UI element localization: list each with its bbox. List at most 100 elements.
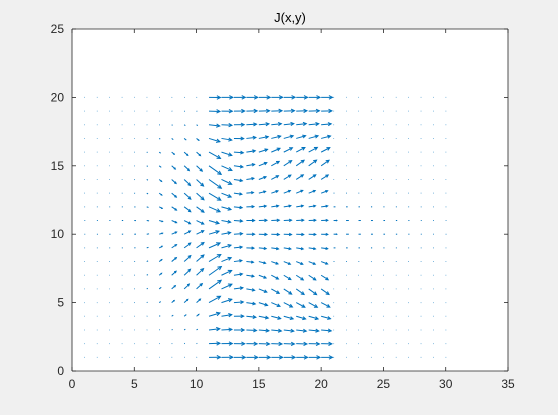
arrow-shaft [221,298,232,304]
arrow-shaft [221,283,233,290]
arrow-head [227,167,233,172]
arrow-shaft [183,268,191,276]
arrow-head [325,218,329,222]
quiver-arrow [283,160,293,167]
arrow-head [300,189,304,193]
arrow-shaft [233,206,243,209]
arrow-head [275,247,280,251]
x-tick-label: 5 [131,377,138,391]
arrow-shaft [208,220,220,224]
quiver-arrow [158,245,164,249]
quiver-arrow [258,175,268,180]
quiver-arrow [233,272,244,277]
arrow-head [315,121,320,127]
quiver-arrow [183,230,192,235]
arrow-head [174,244,178,247]
arrow-shaft [271,261,279,265]
arrow-shaft [320,174,329,180]
quiver-arrow [159,232,164,235]
arrow-head [288,232,293,237]
quiver-arrow [221,244,233,249]
quiver-arrow [271,355,284,360]
arrow-head [241,355,247,360]
arrow-shaft [320,274,329,281]
quiver-arrow [208,165,223,176]
arrow-head [187,182,192,187]
quiver-arrow [258,135,270,140]
quiver-arrow [246,177,256,181]
quiver-arrow [320,159,330,167]
arrow-head [265,108,271,114]
arrow-shaft [321,247,328,250]
arrow-head [263,161,268,166]
arrow-shaft [196,230,205,235]
quiver-arrow [271,108,284,113]
arrow-head [229,355,234,360]
arrow-head [227,256,233,261]
arrow-shaft [196,206,205,213]
arrow-shaft [283,274,292,281]
arrow-shaft [246,177,255,180]
arrow-head [327,134,332,139]
quiver-arrow [171,138,174,141]
arrow-shaft [295,147,306,153]
arrow-head [228,123,234,128]
x-tick-label: 10 [190,377,204,391]
quiver-arrow [171,256,178,262]
quiver-arrow [221,151,233,157]
arrow-shaft [271,175,279,180]
quiver-arrow [283,218,293,222]
quiver-arrow [158,272,163,276]
arrow-head [252,135,258,140]
arrow-head [187,242,192,246]
quiver-arrow [321,328,333,333]
arrow-shaft [221,151,232,156]
quiver-arrow [221,283,233,290]
arrow-shaft [283,247,291,250]
arrow-head [239,164,245,169]
arrow-head [198,298,202,301]
arrow-head [302,121,308,127]
arrow-head [301,218,305,222]
quiver-arrow [196,328,199,331]
arrow-head [290,121,295,126]
arrow-shaft [208,312,221,317]
y-axis: 0 5 10 15 20 25 [51,22,508,378]
arrow-head [216,295,222,300]
quiver-arrow [321,341,333,346]
quiver-arrow [208,279,223,290]
arrow-shaft [258,261,266,264]
quiver-arrow [320,288,330,296]
arrow-head [290,328,295,333]
arrow-head [303,341,309,347]
arrow-shaft [233,178,243,182]
arrow-head [227,219,232,224]
arrow-head [287,189,292,193]
arrow-shaft [221,220,231,223]
quiver-arrow [146,165,149,167]
quiver-arrow [171,329,173,331]
arrow-shaft [183,192,192,200]
arrow-head [240,327,246,333]
quiver-arrow [283,355,297,360]
arrow-head [300,174,305,178]
quiver-arrow [246,301,257,306]
quiver-arrow [171,192,178,198]
arrow-head [325,232,329,236]
quiver-arrow [158,258,163,262]
arrow-shaft [283,174,292,180]
quiver-arrow [283,315,295,321]
arrow-head [188,221,192,225]
quiver-arrow [183,165,191,172]
arrow-shaft [183,124,186,126]
quiver-arrow [221,269,233,276]
arrow-head [197,313,200,316]
quiver-arrow [183,268,192,276]
arrow-head [325,159,330,164]
arrow-shaft [320,288,330,295]
arrow-shaft [208,206,221,213]
quiver-arrow [308,174,317,180]
arrow-head [227,180,233,185]
quiver-arrow [296,189,304,194]
quiver-arrow [221,206,233,211]
